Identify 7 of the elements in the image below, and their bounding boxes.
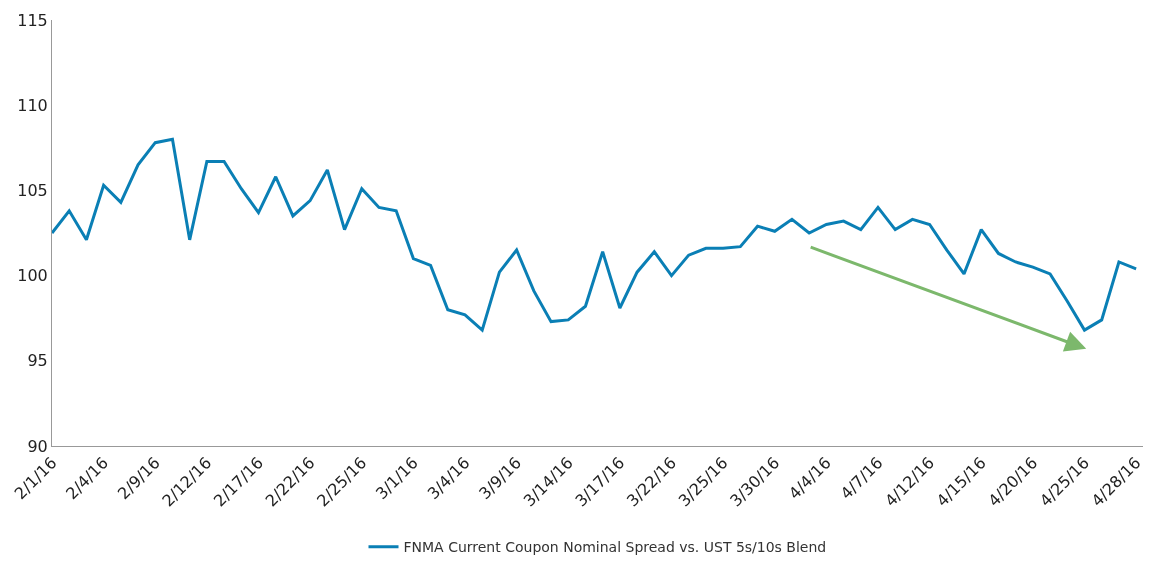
y-tick-label: 90 [27, 436, 48, 456]
legend-label: FNMA Current Coupon Nominal Spread vs. UST 5s/10s Blend [403, 539, 827, 556]
y-tick-label: 95 [27, 351, 48, 371]
y-tick-label: 115 [17, 10, 48, 30]
y-tick-label: 100 [17, 266, 48, 286]
y-tick-label: 110 [17, 95, 48, 115]
y-tick-label: 105 [17, 181, 48, 200]
